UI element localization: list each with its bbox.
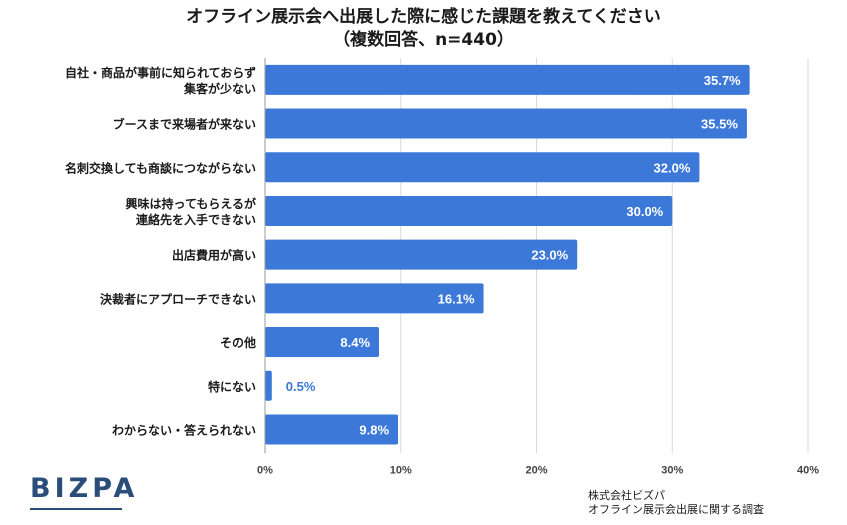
category-label-line: ブースまで来場者が来ない: [113, 117, 256, 132]
chart-subtitle: （複数回答、n=440）: [333, 30, 514, 50]
data-label: 35.7%: [704, 73, 741, 88]
data-label: 35.5%: [701, 117, 738, 132]
category-label: 名刺交換しても商談につながらない: [65, 160, 256, 175]
category-label-line: 名刺交換しても商談につながらない: [65, 160, 256, 175]
category-label: 特にない: [208, 379, 256, 394]
bar: [265, 283, 484, 314]
bar: [265, 108, 747, 139]
x-tick-label: 30%: [661, 464, 683, 476]
category-label-line: 出店費用が高い: [172, 248, 256, 263]
category-label-line: 特にない: [208, 379, 256, 394]
x-tick-label: 0%: [257, 464, 273, 476]
data-label: 30.0%: [626, 204, 663, 219]
category-label-line: 自社・商品が事前に知られておらず: [65, 65, 256, 80]
category-label: 出店費用が高い: [172, 248, 256, 263]
x-tick-label: 40%: [797, 464, 819, 476]
bizpa-logo: BIZPA: [30, 473, 139, 504]
category-label-line: 集客が少ない: [183, 81, 256, 96]
source-survey: オフライン展示会出展に関する調査: [588, 503, 764, 516]
bar: [265, 239, 578, 270]
category-label: わからない・答えられない: [112, 422, 256, 437]
bar: [265, 327, 380, 358]
x-tick-label: 20%: [525, 464, 547, 476]
category-label: ブースまで来場者が来ない: [113, 117, 256, 132]
data-label: 23.0%: [531, 248, 568, 263]
x-tick-label: 10%: [390, 464, 412, 476]
source-note: 株式会社ビズパ オフライン展示会出展に関する調査: [588, 489, 764, 517]
category-label-line: わからない・答えられない: [112, 422, 256, 437]
category-label: その他: [220, 335, 256, 350]
category-label: 決裁者にアプローチできない: [100, 291, 256, 306]
bar: [265, 414, 399, 445]
data-label: 16.1%: [438, 291, 475, 306]
data-label: 32.0%: [654, 160, 691, 175]
logo-underline: [30, 508, 122, 510]
data-label: 0.5%: [286, 379, 316, 394]
bar: [265, 370, 272, 401]
data-label: 8.4%: [340, 335, 370, 350]
category-label-line: その他: [220, 335, 256, 350]
data-label: 9.8%: [359, 422, 389, 437]
bar: [265, 195, 673, 226]
category-label: 興味は持ってもらえるが連絡先を入手できない: [126, 196, 256, 227]
category-label-line: 連絡先を入手できない: [136, 212, 256, 227]
source-company: 株式会社ビズパ: [588, 489, 665, 502]
category-label-line: 決裁者にアプローチできない: [100, 291, 256, 306]
bar: [265, 152, 700, 183]
category-label-line: 興味は持ってもらえるが: [126, 196, 256, 211]
category-label: 自社・商品が事前に知られておらず集客が少ない: [65, 65, 256, 96]
chart-title-main: オフライン展示会へ出展した際に感じた課題を教えてください: [186, 7, 661, 27]
chart-title: オフライン展示会へ出展した際に感じた課題を教えてください （複数回答、n=440…: [0, 6, 847, 52]
bar: [265, 64, 750, 95]
